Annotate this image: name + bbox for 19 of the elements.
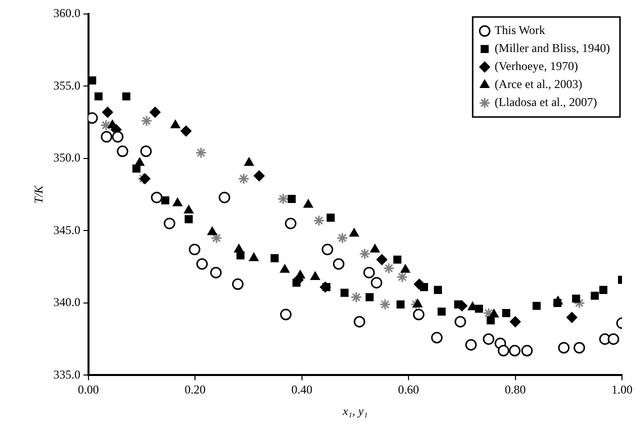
legend-label: (Verhoeye, 1970) (494, 59, 578, 74)
x-tick-label: 0.20 (184, 382, 206, 397)
y-tick-label: 355.0 (53, 78, 80, 92)
x-axis-title: x₁, y₁ (342, 404, 368, 418)
x-tick-label: 0.80 (504, 382, 526, 397)
y-axis-title: T/K (31, 184, 46, 204)
legend-label: (Miller and Bliss, 1940) (494, 41, 610, 56)
x-tick-label: 0.60 (398, 382, 420, 397)
y-tick-label: 350.0 (53, 150, 80, 165)
legend-label: This Work (494, 23, 546, 38)
y-tick-label: 340.0 (53, 295, 80, 310)
y-tick-label: 345.0 (53, 222, 80, 237)
legend-label: (Lladosa et al., 2007) (494, 95, 597, 110)
y-tick-label: 360.0 (53, 6, 80, 20)
x-tick-label: 1.00 (612, 382, 632, 397)
x-tick-label: 0.00 (78, 382, 99, 397)
x-tick-label: 0.40 (291, 382, 312, 397)
y-tick-label: 335.0 (53, 367, 80, 382)
legend-label: (Arce et al., 2003) (494, 77, 582, 92)
